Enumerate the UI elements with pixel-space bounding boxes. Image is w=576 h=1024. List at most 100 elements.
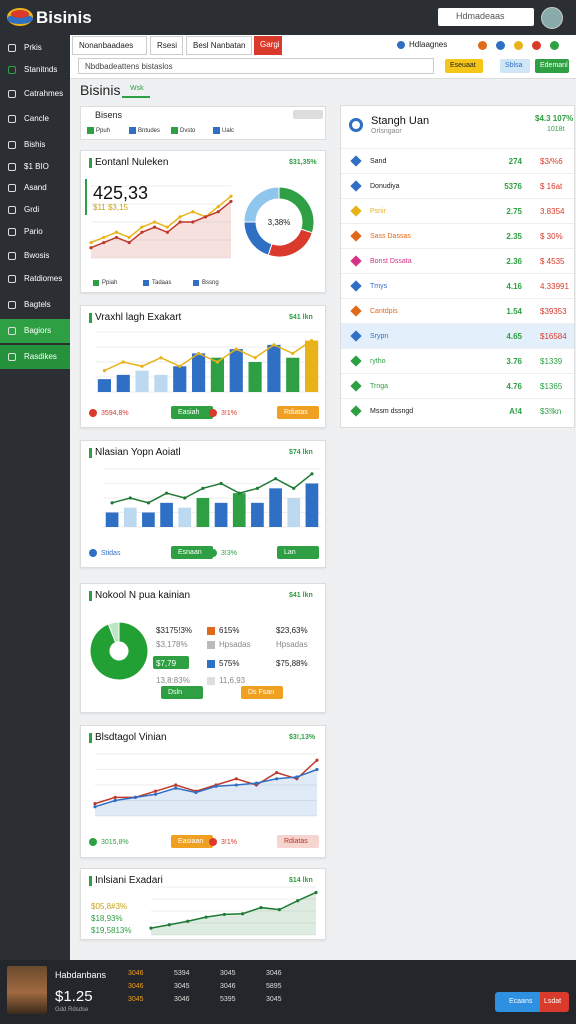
side-row[interactable]: Mssm dssngd A!4 $3!lkn	[341, 398, 574, 423]
side-row[interactable]: Trnga 4.76 $1365	[341, 373, 574, 398]
toolbar-button[interactable]: Edemanl	[535, 59, 569, 73]
point	[102, 368, 107, 373]
sidebar-item[interactable]: Cancle	[0, 107, 70, 131]
point	[127, 240, 131, 245]
footer-pill[interactable]: Easiaan	[171, 835, 213, 848]
value-button[interactable]	[153, 656, 189, 669]
tab[interactable]: Besl Nanbatan	[186, 36, 252, 55]
side-row[interactable]: Tmys 4.16 4.33991	[341, 273, 574, 298]
point	[178, 220, 182, 224]
sidebar-item[interactable]: Bagtels	[0, 293, 70, 317]
point	[174, 786, 178, 790]
footer-text: 3594,8%	[101, 410, 129, 417]
point	[315, 767, 319, 772]
side-row-name: Cantdpis	[370, 308, 398, 315]
bar	[142, 512, 155, 527]
point	[201, 486, 205, 490]
point	[310, 472, 314, 476]
footer-pill[interactable]: Lan	[277, 546, 319, 559]
footer-pill[interactable]: Easiah	[171, 406, 213, 419]
sidebar-item[interactable]: Ratdiomes	[0, 267, 70, 291]
chart-card: Blsdtagol Vinian $3!,13% 3015,8% Easiaan 3!1…	[80, 725, 326, 858]
footer-pill[interactable]: Ds Fsan	[241, 686, 283, 699]
sidebar-item[interactable]: Grdi	[0, 198, 70, 222]
legend-swatch	[193, 280, 199, 286]
page-tab[interactable]: Wsk	[122, 82, 150, 98]
tab[interactable]: Nonanbaadaes	[72, 36, 147, 55]
filter-input[interactable]: Nbdbadeattens bistaslos	[78, 58, 434, 74]
line	[111, 473, 313, 504]
side-row-v2: $1339	[540, 357, 563, 366]
bar	[304, 340, 319, 392]
footer-dot	[89, 838, 97, 846]
side-row[interactable]: Sand 274 $3/%6	[341, 148, 574, 173]
bar	[267, 344, 281, 392]
row-value: $3,178%	[156, 640, 188, 649]
side-row[interactable]: Cantdpis 1.54 $39353	[341, 298, 574, 323]
toolbar-icon[interactable]	[550, 41, 559, 50]
point	[149, 926, 153, 930]
bar	[154, 374, 168, 392]
card-title: Vraxhl lagh Exakart	[95, 312, 182, 323]
sidebar-item[interactable]: Stanitnds	[0, 58, 70, 82]
side-row[interactable]: Srypn 4.65 $16584	[341, 323, 574, 348]
sidebar-item[interactable]: Bwosis	[0, 244, 70, 268]
toolbar-icon[interactable]	[514, 41, 523, 50]
toolbar-icon[interactable]	[532, 41, 541, 50]
side-row-v1: 4.76	[506, 382, 522, 391]
sidebar-item[interactable]: Prkis	[0, 36, 70, 60]
bar	[135, 370, 149, 392]
side-row[interactable]: rytho 3.76 $1339	[341, 348, 574, 373]
sidebar-label: Bagiors	[24, 326, 52, 335]
sidebar-item[interactable]: Rasdikes	[0, 345, 70, 369]
point	[178, 215, 182, 219]
footer-pill[interactable]: Rdiatas	[277, 406, 319, 419]
primary-button[interactable]: Ecaans	[495, 992, 540, 1012]
legend-swatch	[143, 280, 149, 286]
search-box[interactable]: Hdmadeaas	[438, 8, 534, 26]
sidebar-item[interactable]: $1 BIO	[0, 155, 70, 179]
side-row-icon	[350, 255, 362, 267]
point	[222, 912, 226, 917]
sidebar-item[interactable]: Bagiors	[0, 319, 70, 343]
chart-canvas	[149, 886, 318, 936]
point	[174, 783, 178, 787]
logo-text: Bisinis	[36, 8, 92, 27]
avatar[interactable]	[541, 7, 563, 29]
sidebar-item[interactable]: Bishis	[0, 133, 70, 157]
card-title: Blsdtagol Vinian	[95, 732, 167, 743]
toolbar-icon[interactable]	[478, 41, 487, 50]
danger-button[interactable]: Lsdat	[540, 992, 569, 1012]
side-row[interactable]: Sass Dassas 2.35 $ 30%	[341, 223, 574, 248]
sidebar-item[interactable]: Pario	[0, 220, 70, 244]
sidebar-item[interactable]: Asand	[0, 176, 70, 200]
toolbar-button[interactable]: Sblsa	[500, 59, 530, 73]
search-card-button[interactable]	[293, 110, 323, 119]
side-row[interactable]: Bonst Dssata 2.36 $ 4535	[341, 248, 574, 273]
footer-pill[interactable]: Esnaan	[171, 546, 213, 559]
toolbar-button[interactable]: Eseuaat	[445, 59, 483, 73]
primary-button-label: Ecaans	[509, 998, 533, 1005]
toolbar-button-label: Sblsa	[505, 62, 523, 69]
footer-dot	[89, 549, 97, 557]
sidebar-icon	[8, 44, 16, 52]
chart-canvas	[93, 753, 319, 817]
side-row-v2: $1365	[540, 382, 563, 391]
search-card-text: Bisens	[95, 110, 123, 120]
footer-pill[interactable]: Rdiatas	[277, 835, 319, 848]
point	[186, 919, 190, 923]
tab[interactable]: Gargi	[254, 36, 282, 55]
side-row[interactable]: Psnir 2.75 3.8354	[341, 198, 574, 223]
side-row[interactable]: Donudiya 5376 $ 16at	[341, 173, 574, 198]
point	[273, 477, 278, 481]
tab[interactable]: Rsesi	[150, 36, 183, 55]
side-row-name: Tmys	[370, 283, 388, 290]
point	[89, 246, 93, 250]
card-title: Nlasian Yopn Aoiatl	[95, 447, 181, 458]
sidebar-item[interactable]: Catrahmes	[0, 82, 70, 106]
page-title: Bisinis	[80, 82, 121, 98]
filter-icon	[171, 127, 178, 134]
point	[113, 795, 117, 799]
toolbar-icon[interactable]	[496, 41, 505, 50]
footer-pill[interactable]: Dsln	[161, 686, 203, 699]
